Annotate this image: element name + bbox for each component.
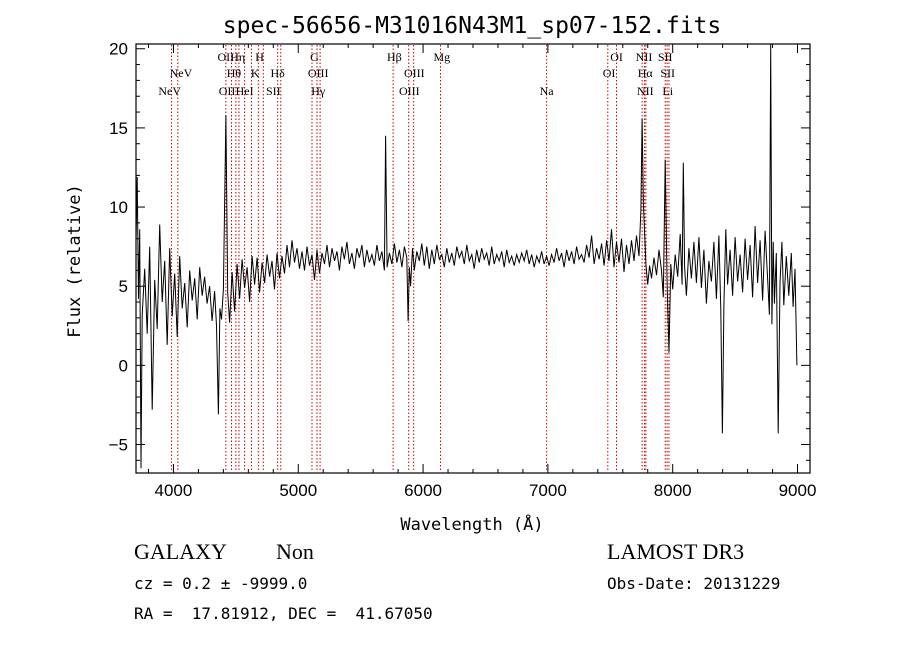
line-label: Hγ <box>311 84 326 98</box>
x-tick-label: 5000 <box>279 481 317 500</box>
ra-dec: RA = 17.81912, DEC = 41.67050 <box>134 604 433 623</box>
line-label: OIII <box>399 84 420 98</box>
emission-line-markers <box>171 45 670 472</box>
y-axis: −5 0 5 10 15 20 <box>109 40 810 461</box>
y-axis-label: Flux (relative) <box>65 184 85 338</box>
line-label: G <box>310 50 319 64</box>
line-label: Hβ <box>387 50 402 64</box>
line-label: Mg <box>433 50 450 64</box>
line-label: OII <box>219 84 236 98</box>
line-label: OI <box>603 66 616 80</box>
x-axis: 4000 5000 6000 7000 8000 9000 <box>147 44 817 500</box>
line-label: Hθ <box>227 66 242 80</box>
line-label: NII <box>637 84 654 98</box>
line-label: OIII <box>308 66 329 80</box>
line-label: Li <box>662 84 673 98</box>
cz-value: cz = 0.2 ± -9999.0 <box>134 574 308 593</box>
x-tick-label: 8000 <box>654 481 692 500</box>
plot-frame <box>135 43 811 474</box>
y-tick-label: −5 <box>109 436 128 455</box>
line-label: SII <box>658 50 673 64</box>
line-label: H <box>255 50 264 64</box>
y-tick-label: 5 <box>119 277 128 296</box>
line-label: NeV <box>170 66 193 80</box>
line-label: OI <box>610 50 623 64</box>
spectrum-series <box>135 43 798 469</box>
y-tick-label: 10 <box>109 198 128 217</box>
obs-date: Obs-Date: 20131229 <box>607 574 781 593</box>
line-label: Na <box>540 84 555 98</box>
line-label: K <box>251 66 260 80</box>
line-label: Hα <box>638 66 654 80</box>
object-subclass: Non <box>276 539 314 564</box>
object-class: GALAXY <box>134 539 227 564</box>
survey-name: LAMOST DR3 <box>607 539 745 564</box>
line-label: NeV <box>158 84 181 98</box>
x-tick-label: 7000 <box>529 481 567 500</box>
line-label: SII <box>660 66 675 80</box>
y-tick-label: 20 <box>109 40 128 59</box>
line-label: Hδ <box>271 66 286 80</box>
line-label: NII <box>636 50 653 64</box>
line-label: OII <box>218 50 235 64</box>
line-label: Hη <box>230 50 245 64</box>
x-axis-label: Wavelength (Å) <box>400 513 543 535</box>
x-tick-label: 6000 <box>404 481 442 500</box>
line-label: HeI <box>236 84 254 98</box>
line-label: SII <box>266 84 281 98</box>
chart-title: spec-56656-M31016N43M1_sp07-152.fits <box>223 13 722 39</box>
line-label: OIII <box>404 66 425 80</box>
x-tick-label: 9000 <box>779 481 817 500</box>
y-tick-label: 15 <box>109 119 128 138</box>
x-tick-label: 4000 <box>155 481 193 500</box>
y-tick-label: 0 <box>119 356 128 375</box>
